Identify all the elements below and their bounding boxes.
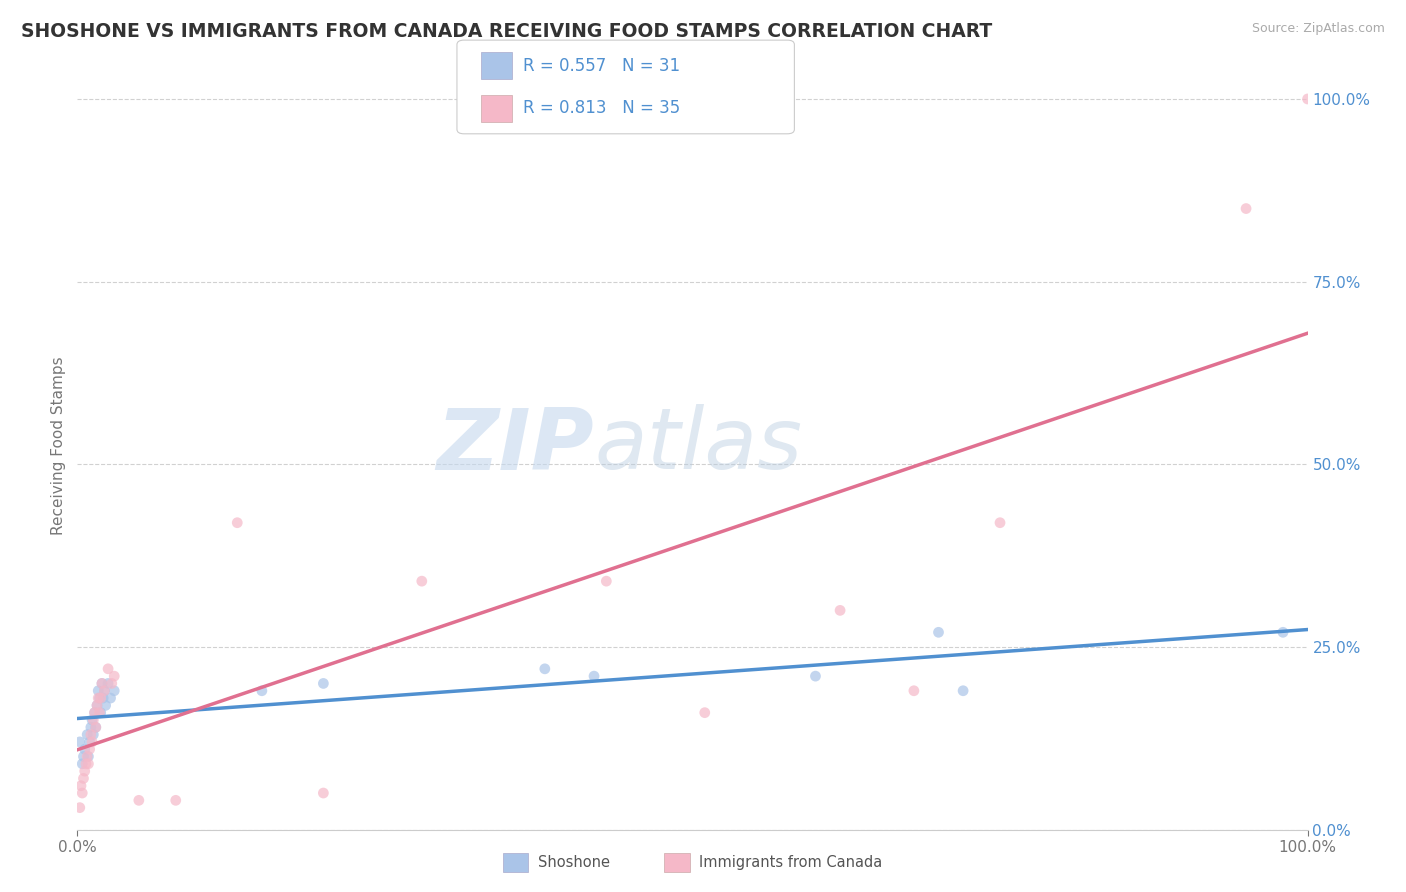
Text: atlas: atlas — [595, 404, 801, 488]
Text: R = 0.813   N = 35: R = 0.813 N = 35 — [523, 99, 681, 117]
Point — [79, 735, 101, 749]
Point — [69, 735, 91, 749]
Point — [928, 625, 950, 640]
Point — [103, 669, 125, 683]
Point — [103, 683, 125, 698]
Point — [82, 728, 104, 742]
Point — [101, 676, 124, 690]
Text: Immigrants from Canada: Immigrants from Canada — [700, 855, 883, 870]
Point — [100, 691, 122, 706]
Point — [165, 793, 187, 807]
Point — [93, 683, 115, 698]
Point — [1296, 92, 1319, 106]
Point — [79, 742, 101, 756]
Point — [86, 698, 108, 713]
Point — [903, 683, 925, 698]
Text: R = 0.557   N = 31: R = 0.557 N = 31 — [523, 57, 681, 75]
Point — [83, 706, 105, 720]
Point — [90, 676, 114, 690]
Point — [70, 786, 93, 800]
Point — [534, 662, 557, 676]
Point — [830, 603, 852, 617]
Point — [97, 676, 120, 690]
Point — [73, 764, 96, 778]
Point — [411, 574, 433, 589]
Point — [89, 691, 111, 706]
Point — [90, 706, 112, 720]
Point — [952, 683, 974, 698]
Point — [94, 698, 117, 713]
Point — [312, 676, 335, 690]
Point — [75, 756, 97, 771]
Point — [250, 683, 273, 698]
Point — [91, 691, 114, 706]
Point — [73, 742, 96, 756]
Point — [87, 691, 110, 706]
Point — [76, 749, 98, 764]
Point — [82, 713, 104, 727]
Point — [86, 698, 108, 713]
Point — [97, 662, 120, 676]
Text: Shoshone: Shoshone — [538, 855, 610, 870]
Point — [312, 786, 335, 800]
Point — [80, 720, 103, 734]
Point — [128, 793, 150, 807]
Point — [804, 669, 827, 683]
Point — [80, 728, 103, 742]
Point — [70, 756, 93, 771]
Text: Source: ZipAtlas.com: Source: ZipAtlas.com — [1251, 22, 1385, 36]
Point — [90, 691, 112, 706]
Point — [583, 669, 606, 683]
Point — [89, 706, 111, 720]
Point — [69, 800, 91, 814]
Point — [82, 713, 104, 727]
Point — [693, 706, 716, 720]
Text: ZIP: ZIP — [436, 404, 595, 488]
Point — [72, 749, 94, 764]
Point — [70, 779, 93, 793]
Point — [1234, 202, 1257, 216]
Y-axis label: Receiving Food Stamps: Receiving Food Stamps — [51, 357, 66, 535]
Point — [77, 756, 100, 771]
Point — [72, 772, 94, 786]
Point — [226, 516, 249, 530]
Point — [77, 749, 100, 764]
Point — [988, 516, 1011, 530]
Point — [1272, 625, 1295, 640]
Point — [595, 574, 617, 589]
Text: SHOSHONE VS IMMIGRANTS FROM CANADA RECEIVING FOOD STAMPS CORRELATION CHART: SHOSHONE VS IMMIGRANTS FROM CANADA RECEI… — [21, 22, 993, 41]
Point — [76, 728, 98, 742]
Point — [87, 683, 110, 698]
Point — [84, 720, 107, 734]
Point — [93, 683, 115, 698]
Point — [83, 706, 105, 720]
Point — [84, 720, 107, 734]
Point — [82, 735, 104, 749]
Point — [90, 676, 114, 690]
